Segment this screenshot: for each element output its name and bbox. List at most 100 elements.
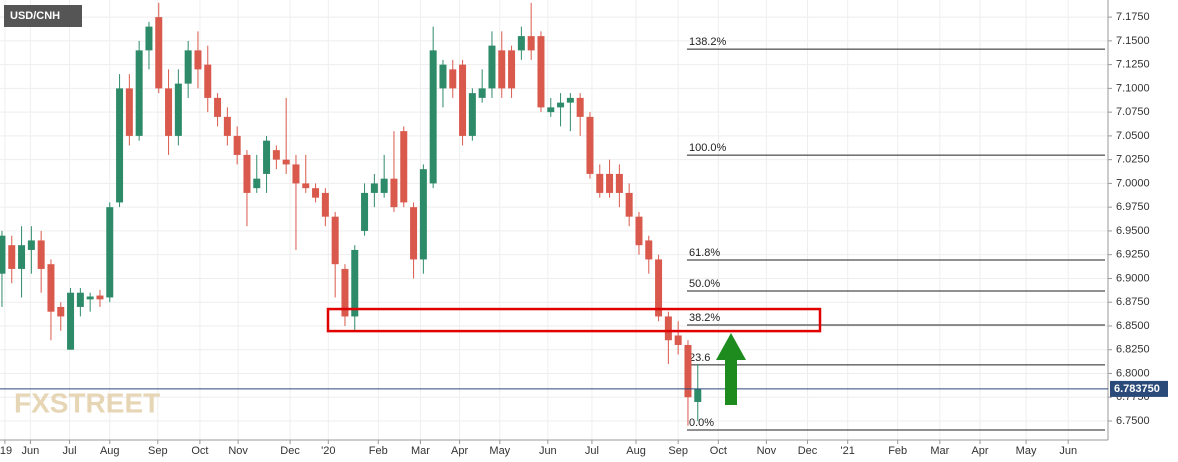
y-tick-label: 7.1250: [1116, 59, 1150, 71]
y-tick-label: 6.8000: [1116, 367, 1150, 379]
y-tick-label: 7.1750: [1116, 11, 1150, 23]
candle-body: [174, 83, 182, 136]
y-tick-label: 6.8500: [1116, 320, 1150, 332]
fib-label: 38.2%: [689, 312, 720, 324]
x-tick-label: Nov: [228, 445, 248, 457]
candle-body: [57, 306, 65, 317]
x-tick-label: Jul: [63, 445, 77, 457]
y-tick-label: 6.8750: [1116, 296, 1150, 308]
candle-body: [214, 97, 222, 117]
x-tick-label: '19: [0, 445, 12, 457]
x-tick-label: '21: [841, 445, 855, 457]
candle-body: [135, 50, 143, 136]
candle-body: [145, 26, 153, 51]
candle-body: [645, 240, 653, 260]
candle-body: [390, 178, 398, 208]
y-tick-label: 7.0500: [1116, 130, 1150, 142]
candle-body: [410, 207, 418, 260]
candle-body: [194, 50, 202, 70]
candle-body: [37, 240, 45, 269]
x-tick-label: Jun: [539, 445, 557, 457]
candle-body: [517, 36, 525, 51]
x-tick-label: Jun: [1059, 445, 1077, 457]
candle-body: [508, 50, 516, 89]
candle-body: [125, 88, 133, 136]
candle-body: [341, 268, 349, 317]
candle-body: [0, 235, 6, 274]
x-tick-label: Aug: [100, 445, 120, 457]
candle-body: [635, 216, 643, 246]
title-box: [4, 5, 82, 27]
fib-label: 138.2%: [689, 36, 727, 48]
candle-body: [86, 296, 94, 300]
candle-body: [67, 292, 75, 350]
candle-body: [282, 159, 290, 165]
x-tick-label: May: [1016, 445, 1037, 457]
candle-body: [694, 388, 702, 402]
candle-body: [439, 64, 447, 89]
candle-body: [27, 240, 35, 250]
x-tick-label: Apr: [971, 445, 988, 457]
x-tick-label: Jul: [585, 445, 599, 457]
x-tick-label: Mar: [930, 445, 949, 457]
fib-label: 100.0%: [689, 142, 727, 154]
fib-label: 61.8%: [689, 247, 720, 259]
candle-body: [596, 173, 604, 193]
candle-body: [566, 97, 574, 103]
y-tick-label: 7.0750: [1116, 106, 1150, 118]
candle-body: [243, 154, 251, 193]
x-tick-label: Apr: [451, 445, 468, 457]
candle-body: [498, 50, 506, 89]
candle-body: [557, 102, 565, 108]
x-tick-label: Mar: [411, 445, 430, 457]
candle-body: [361, 192, 369, 231]
candle-body: [547, 107, 555, 113]
candle-body: [400, 131, 408, 203]
candle-body: [18, 245, 26, 269]
x-tick-label: Jun: [22, 445, 40, 457]
candle-body: [449, 69, 457, 89]
candle-body: [272, 150, 280, 160]
candle-body: [488, 45, 496, 89]
candle-body: [47, 264, 55, 312]
candle-body: [8, 245, 16, 269]
y-tick-label: 7.0250: [1116, 154, 1150, 166]
candle-body: [370, 183, 378, 193]
x-tick-label: Feb: [369, 445, 388, 457]
candle-body: [253, 178, 261, 189]
candle-body: [674, 335, 682, 345]
chart-title: USD/CNH: [10, 10, 60, 22]
candle-body: [321, 192, 329, 217]
y-tick-label: 6.8250: [1116, 344, 1150, 356]
candle-body: [576, 97, 584, 117]
candle-body: [96, 295, 104, 300]
y-tick-label: 7.0000: [1116, 177, 1150, 189]
candle-body: [478, 88, 486, 98]
x-tick-label: Oct: [191, 445, 208, 457]
y-tick-label: 6.9000: [1116, 272, 1150, 284]
candle-body: [312, 188, 320, 198]
candle-body: [419, 169, 427, 260]
candle-body: [263, 140, 271, 174]
watermark: FXSTREET: [14, 387, 160, 418]
y-tick-label: 7.1500: [1116, 35, 1150, 47]
candle-body: [184, 50, 192, 84]
candle-body: [76, 292, 84, 307]
candle-body: [586, 116, 594, 174]
y-tick-label: 7.1000: [1116, 82, 1150, 94]
candle-body: [459, 64, 467, 136]
y-tick-label: 6.9750: [1116, 201, 1150, 213]
x-tick-label: Dec: [798, 445, 818, 457]
x-tick-label: '20: [321, 445, 335, 457]
candle-body: [223, 116, 231, 136]
x-tick-label: Oct: [710, 445, 727, 457]
candle-body: [537, 36, 545, 108]
last-price-box: [1110, 380, 1168, 397]
candle-body: [380, 178, 388, 193]
candle-body: [116, 88, 124, 203]
candle-body: [331, 216, 339, 265]
fib-label: 23.6: [689, 352, 710, 364]
arrow: [716, 333, 746, 405]
candle-body: [292, 164, 300, 184]
highlight-box: [326, 307, 822, 333]
